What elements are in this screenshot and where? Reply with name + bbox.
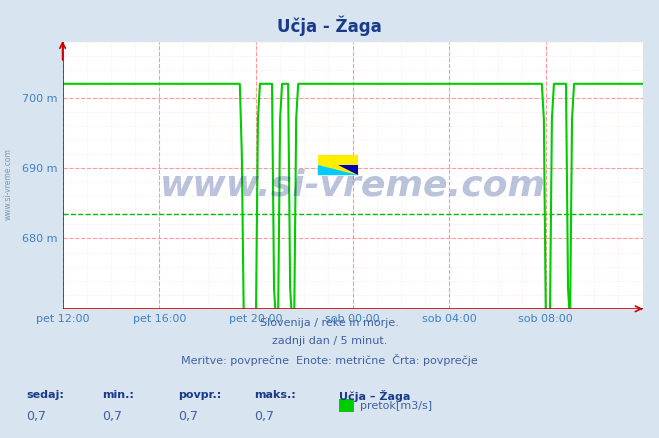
Text: www.si-vreme.com: www.si-vreme.com (3, 148, 13, 220)
Text: Slovenija / reke in morje.: Slovenija / reke in morje. (260, 318, 399, 328)
Text: maks.:: maks.: (254, 390, 295, 400)
Text: Učja – Žaga: Učja – Žaga (339, 390, 411, 402)
Text: povpr.:: povpr.: (178, 390, 221, 400)
Text: 0,7: 0,7 (102, 410, 122, 423)
Text: pretok[m3/s]: pretok[m3/s] (360, 401, 432, 411)
Text: min.:: min.: (102, 390, 134, 400)
Text: Meritve: povprečne  Enote: metrične  Črta: povprečje: Meritve: povprečne Enote: metrične Črta:… (181, 354, 478, 366)
Bar (318, 155, 358, 175)
Text: www.si-vreme.com: www.si-vreme.com (159, 169, 546, 203)
Text: 0,7: 0,7 (254, 410, 273, 423)
Text: 0,7: 0,7 (26, 410, 46, 423)
Polygon shape (338, 165, 358, 175)
Text: Učja - Žaga: Učja - Žaga (277, 15, 382, 36)
Text: 0,7: 0,7 (178, 410, 198, 423)
Polygon shape (318, 165, 358, 175)
Text: zadnji dan / 5 minut.: zadnji dan / 5 minut. (272, 336, 387, 346)
Text: sedaj:: sedaj: (26, 390, 64, 400)
